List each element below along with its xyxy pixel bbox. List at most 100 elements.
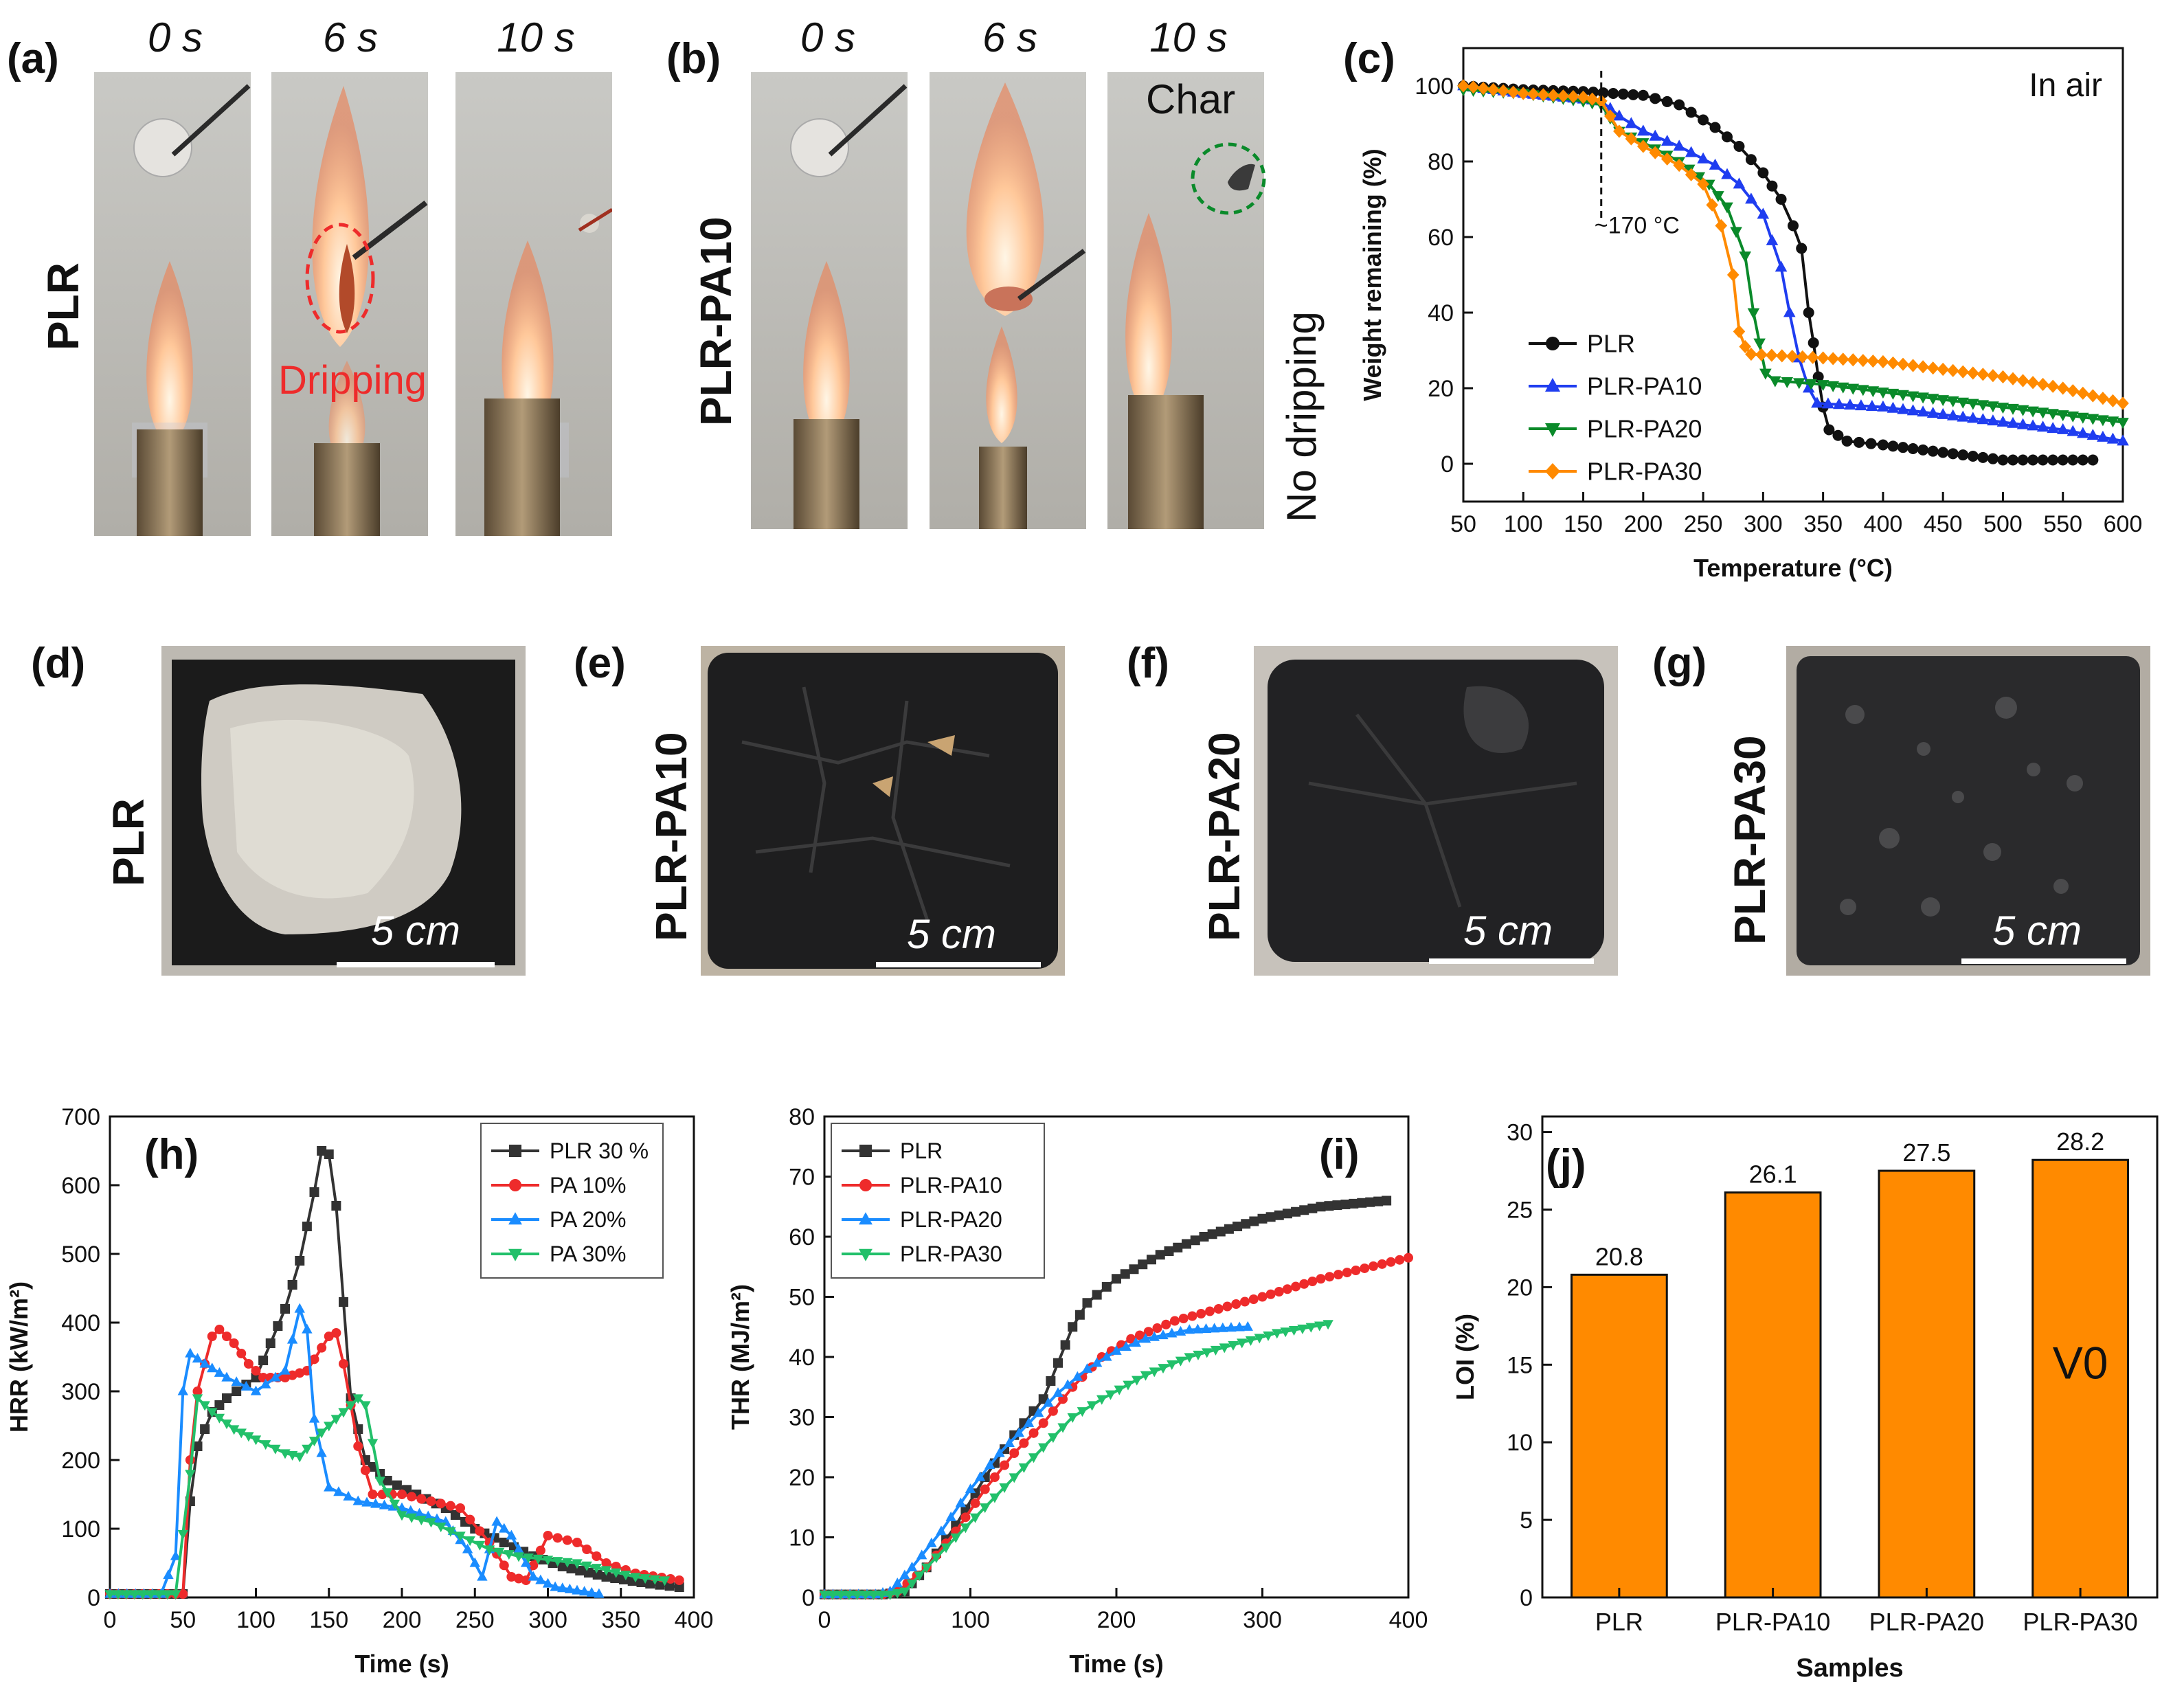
data-point [161,1590,173,1600]
data-point [1038,1443,1049,1453]
x-tick-label: 500 [1983,511,2023,537]
y-tick-label: 0 [1520,1585,1533,1611]
data-point [1897,357,1909,371]
legend-marker [859,1145,872,1157]
x-tick-label: PLR-PA20 [1869,1608,1984,1636]
y-tick-label: 100 [61,1516,100,1542]
data-point [499,1523,510,1533]
legend-entry: PLR-PA10 [842,1173,1002,1198]
data-point [192,1353,203,1363]
data-point [2077,412,2089,424]
residue-photo-plr-pa20 [1254,646,1618,976]
data-point [1068,1322,1078,1332]
data-point [474,1540,486,1551]
data-point [345,1401,357,1411]
data-point [324,1149,334,1159]
data-point [361,1496,372,1507]
data-point [192,1441,203,1451]
data-point [154,1590,165,1600]
y-tick-label: 30 [1507,1120,1533,1146]
y-tick-label: 70 [789,1164,815,1190]
data-point [382,1488,393,1498]
data-point [1847,383,1860,395]
data-point [970,1498,980,1508]
data-point [455,1503,465,1513]
data-point [960,1512,971,1523]
data-point [1196,1309,1206,1318]
data-point [214,1367,225,1377]
data-point [2047,422,2059,434]
y-tick-label: 300 [61,1379,100,1405]
y-tick-label: 10 [789,1525,815,1551]
data-point [1698,114,1709,126]
char-circle [1191,142,1266,215]
data-point [1685,106,1697,118]
data-point [360,1401,371,1411]
data-point [2027,454,2039,466]
y-tick-label: 400 [61,1310,100,1336]
bar-value-label: 28.2 [2056,1127,2104,1156]
data-point [1877,388,1889,399]
data-point [1199,1232,1209,1242]
data-point [499,1560,509,1571]
data-point [1625,117,1638,128]
data-point [965,1483,976,1494]
data-point [1857,354,1869,368]
data-point [1946,396,1959,407]
data-point [484,1545,495,1556]
data-point [221,1419,232,1430]
data-point [1184,1353,1195,1363]
time-label-a-6: 6 s [322,14,379,60]
data-point [1307,1203,1318,1213]
data-point [1129,1264,1139,1275]
data-point [146,1590,157,1600]
x-tick-label: 300 [528,1607,567,1633]
loi-chart: 0 5 10 15 20 25 30 20.8 PLR 26.1 PLR-PA10 27.5 PLR-P… [1451,1115,2159,1683]
data-point [1297,1324,1308,1334]
data-point [550,1581,561,1591]
y-tick-label: 40 [789,1345,815,1371]
data-point [1291,1281,1301,1292]
legend-marker [1545,463,1560,480]
data-point [207,1408,218,1418]
x-axis-label: Temperature (°C) [1693,554,1893,582]
data-point [343,1490,354,1501]
sample-label-b: PLR-PA10 [691,216,741,426]
data-point [543,1531,553,1540]
data-point [389,1499,401,1509]
data-point [578,1586,590,1596]
data-point [1507,85,1520,99]
data-point [542,1578,554,1588]
data-point [1120,1269,1130,1279]
data-point [1048,1433,1059,1444]
data-point [1957,397,1970,409]
bar [2031,1158,2129,1599]
data-point [260,1378,271,1389]
data-point [1149,1331,1160,1341]
data-point [1766,180,1778,192]
bar [1571,1273,1668,1599]
data-point [121,1590,132,1600]
data-point [113,1590,124,1600]
bar-value-label: 20.8 [1595,1242,1643,1270]
data-point [2106,394,2119,407]
x-tick-label: 300 [1243,1607,1282,1633]
data-point [1187,1311,1197,1321]
panel-label-b: (b) [666,35,721,82]
data-point [581,1561,592,1571]
data-point [1167,1360,1178,1370]
x-tick-label: 100 [951,1607,990,1633]
data-point [876,1591,888,1601]
data-point [1067,1413,1078,1423]
data-point [1299,1279,1309,1289]
data-point [674,1575,684,1585]
data-point [1917,444,1929,456]
data-point [1937,447,1949,458]
data-point [286,1334,298,1344]
data-point [1332,1200,1342,1211]
v0-annotation: V0 [2053,1337,2108,1388]
y-axis-label: LOI (%) [1451,1314,1479,1400]
data-point [1906,404,1920,416]
data-point [436,1498,446,1509]
x-tick-label: 100 [1504,511,1543,537]
